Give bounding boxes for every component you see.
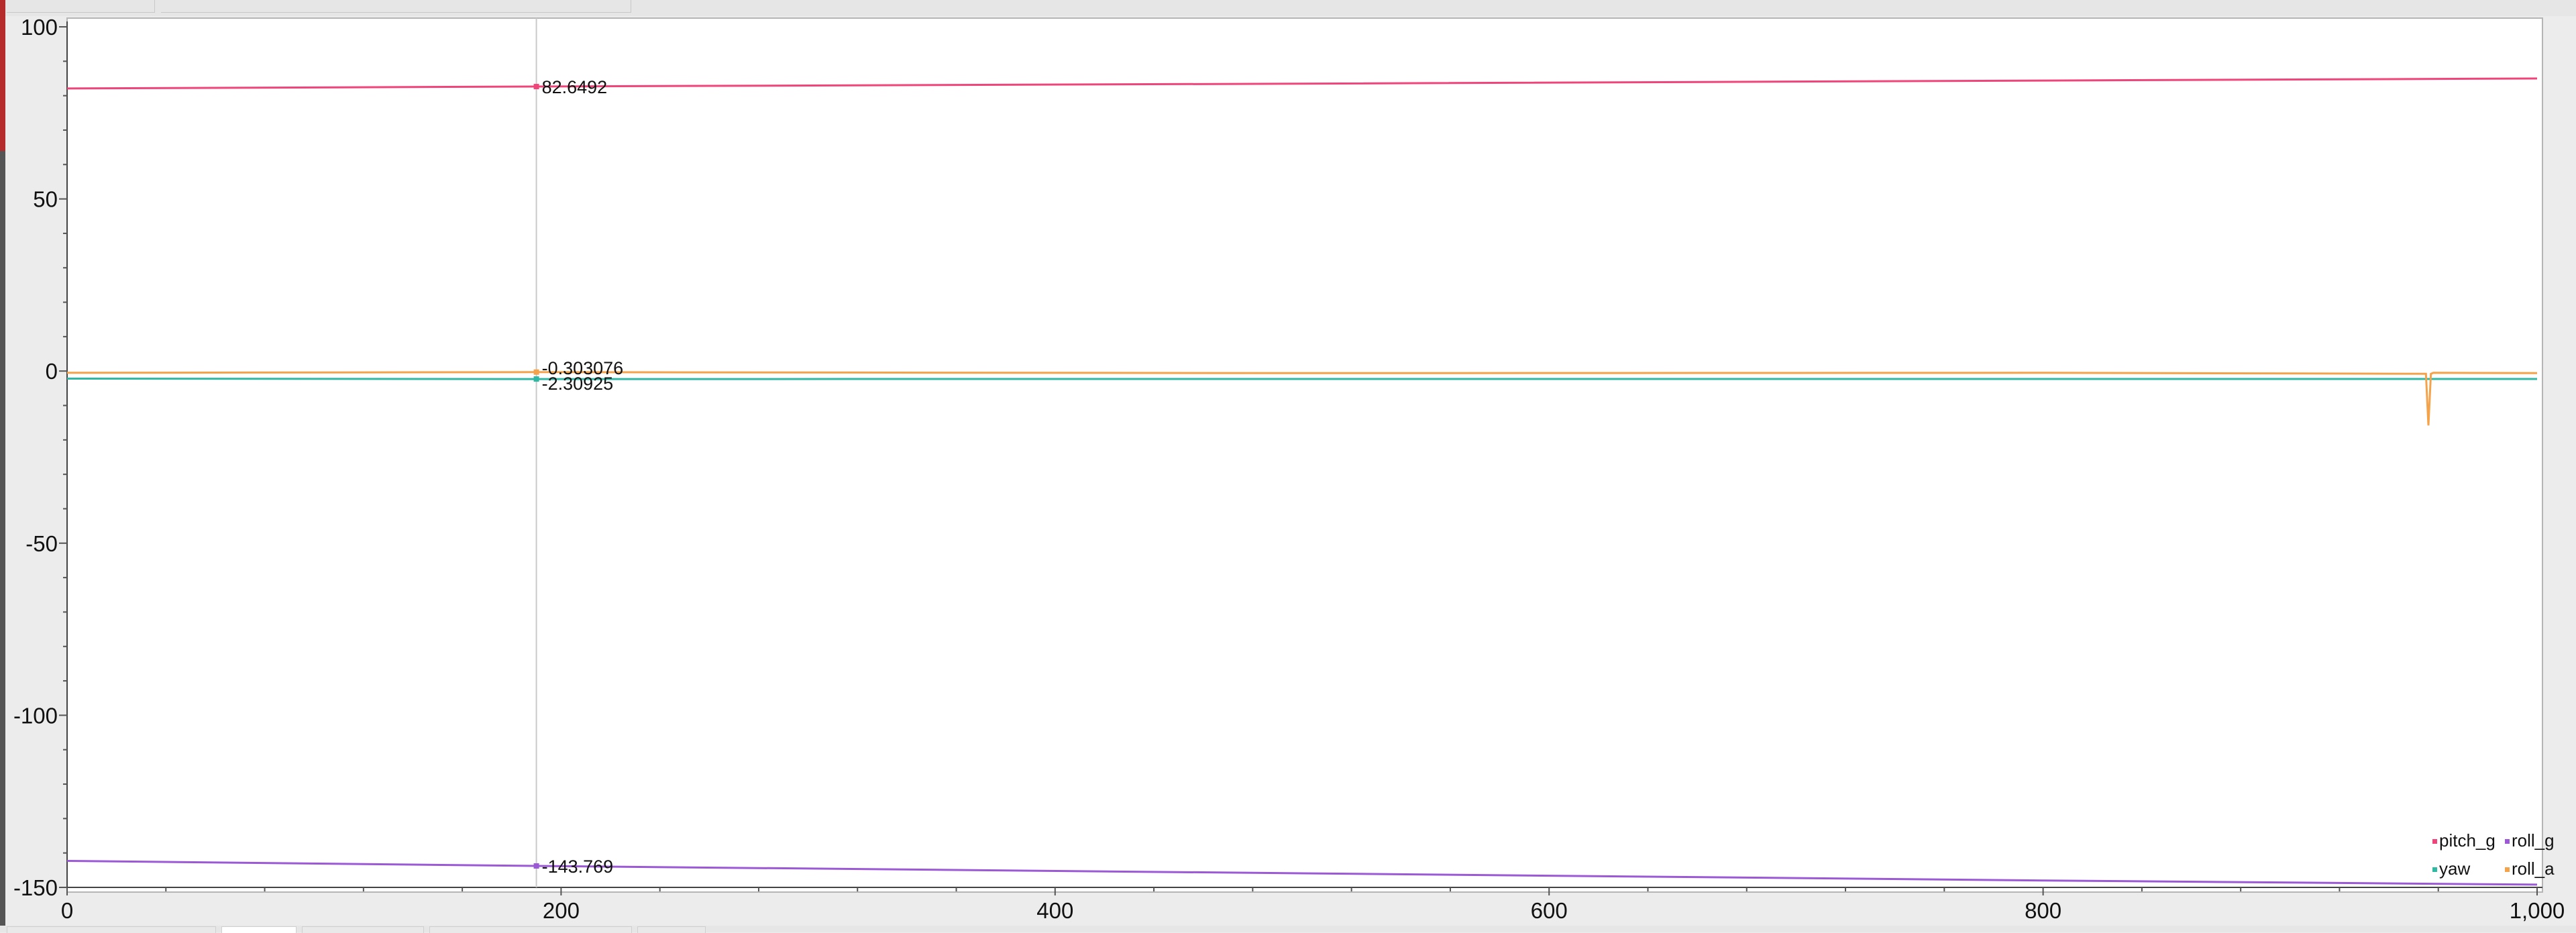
legend-label-yaw: yaw — [2439, 859, 2470, 879]
x-tick-label: 800 — [2025, 898, 2061, 923]
y-tick-label: 100 — [21, 15, 58, 40]
plot-area[interactable] — [66, 17, 2543, 893]
y-tick-label: -100 — [13, 703, 58, 728]
y-tick-label: 0 — [46, 359, 58, 384]
bottom-tab[interactable] — [637, 926, 706, 933]
y-tick-label: -50 — [25, 531, 58, 556]
series-group — [66, 77, 2538, 886]
legend-swatch-roll-g — [2505, 839, 2510, 844]
top-tab[interactable] — [7, 0, 155, 13]
series-line-pitch-g — [66, 77, 2538, 90]
cursor-value-labels: 82.6492 -143.769 -2.30925-0.303076 — [533, 77, 624, 877]
legend-swatch-yaw — [2432, 867, 2437, 872]
cursor-value-pitch-g: 82.6492 — [542, 77, 608, 97]
legend-swatch-roll-a — [2505, 867, 2510, 872]
window-top-bar — [0, 0, 2576, 16]
series-line-yaw — [66, 378, 2537, 380]
bottom-tab[interactable] — [302, 926, 424, 933]
legend-label-pitch-g: pitch_g — [2439, 830, 2496, 850]
y-tick-label: 50 — [33, 187, 58, 212]
series-line-roll-a — [66, 371, 2538, 426]
x-tick-label: 600 — [1531, 898, 1568, 923]
cursor-value-roll-g: -143.769 — [542, 857, 614, 877]
cursor-point-pitch-g — [533, 84, 539, 90]
left-accent-strip — [0, 0, 5, 151]
cursor-value-roll-a: -0.303076 — [542, 358, 624, 378]
cursor-value-yaw: -2.30925 — [542, 374, 614, 394]
cursor-point-roll-g — [533, 863, 539, 869]
legend-label-roll-a: roll_a — [2512, 859, 2555, 879]
x-tick-label: 0 — [61, 898, 73, 923]
x-tick-label: 400 — [1036, 898, 1073, 923]
bottom-tab[interactable] — [221, 926, 297, 933]
y-tick-label: -150 — [13, 875, 58, 900]
legend-swatch-pitch-g — [2432, 839, 2437, 844]
window-bottom-bar — [0, 926, 2576, 933]
bottom-tab[interactable] — [7, 926, 216, 933]
bottom-tab[interactable] — [429, 926, 632, 933]
left-dark-strip — [0, 151, 5, 932]
cursor-point-yaw — [533, 376, 539, 382]
legend-label-roll-g: roll_g — [2512, 830, 2555, 850]
series-line-roll-g — [66, 860, 2538, 886]
top-tab[interactable] — [161, 0, 631, 13]
cursor-point-roll-a — [533, 369, 539, 375]
x-tick-label: 200 — [543, 898, 580, 923]
x-tick-label: 1,000 — [2510, 898, 2565, 923]
